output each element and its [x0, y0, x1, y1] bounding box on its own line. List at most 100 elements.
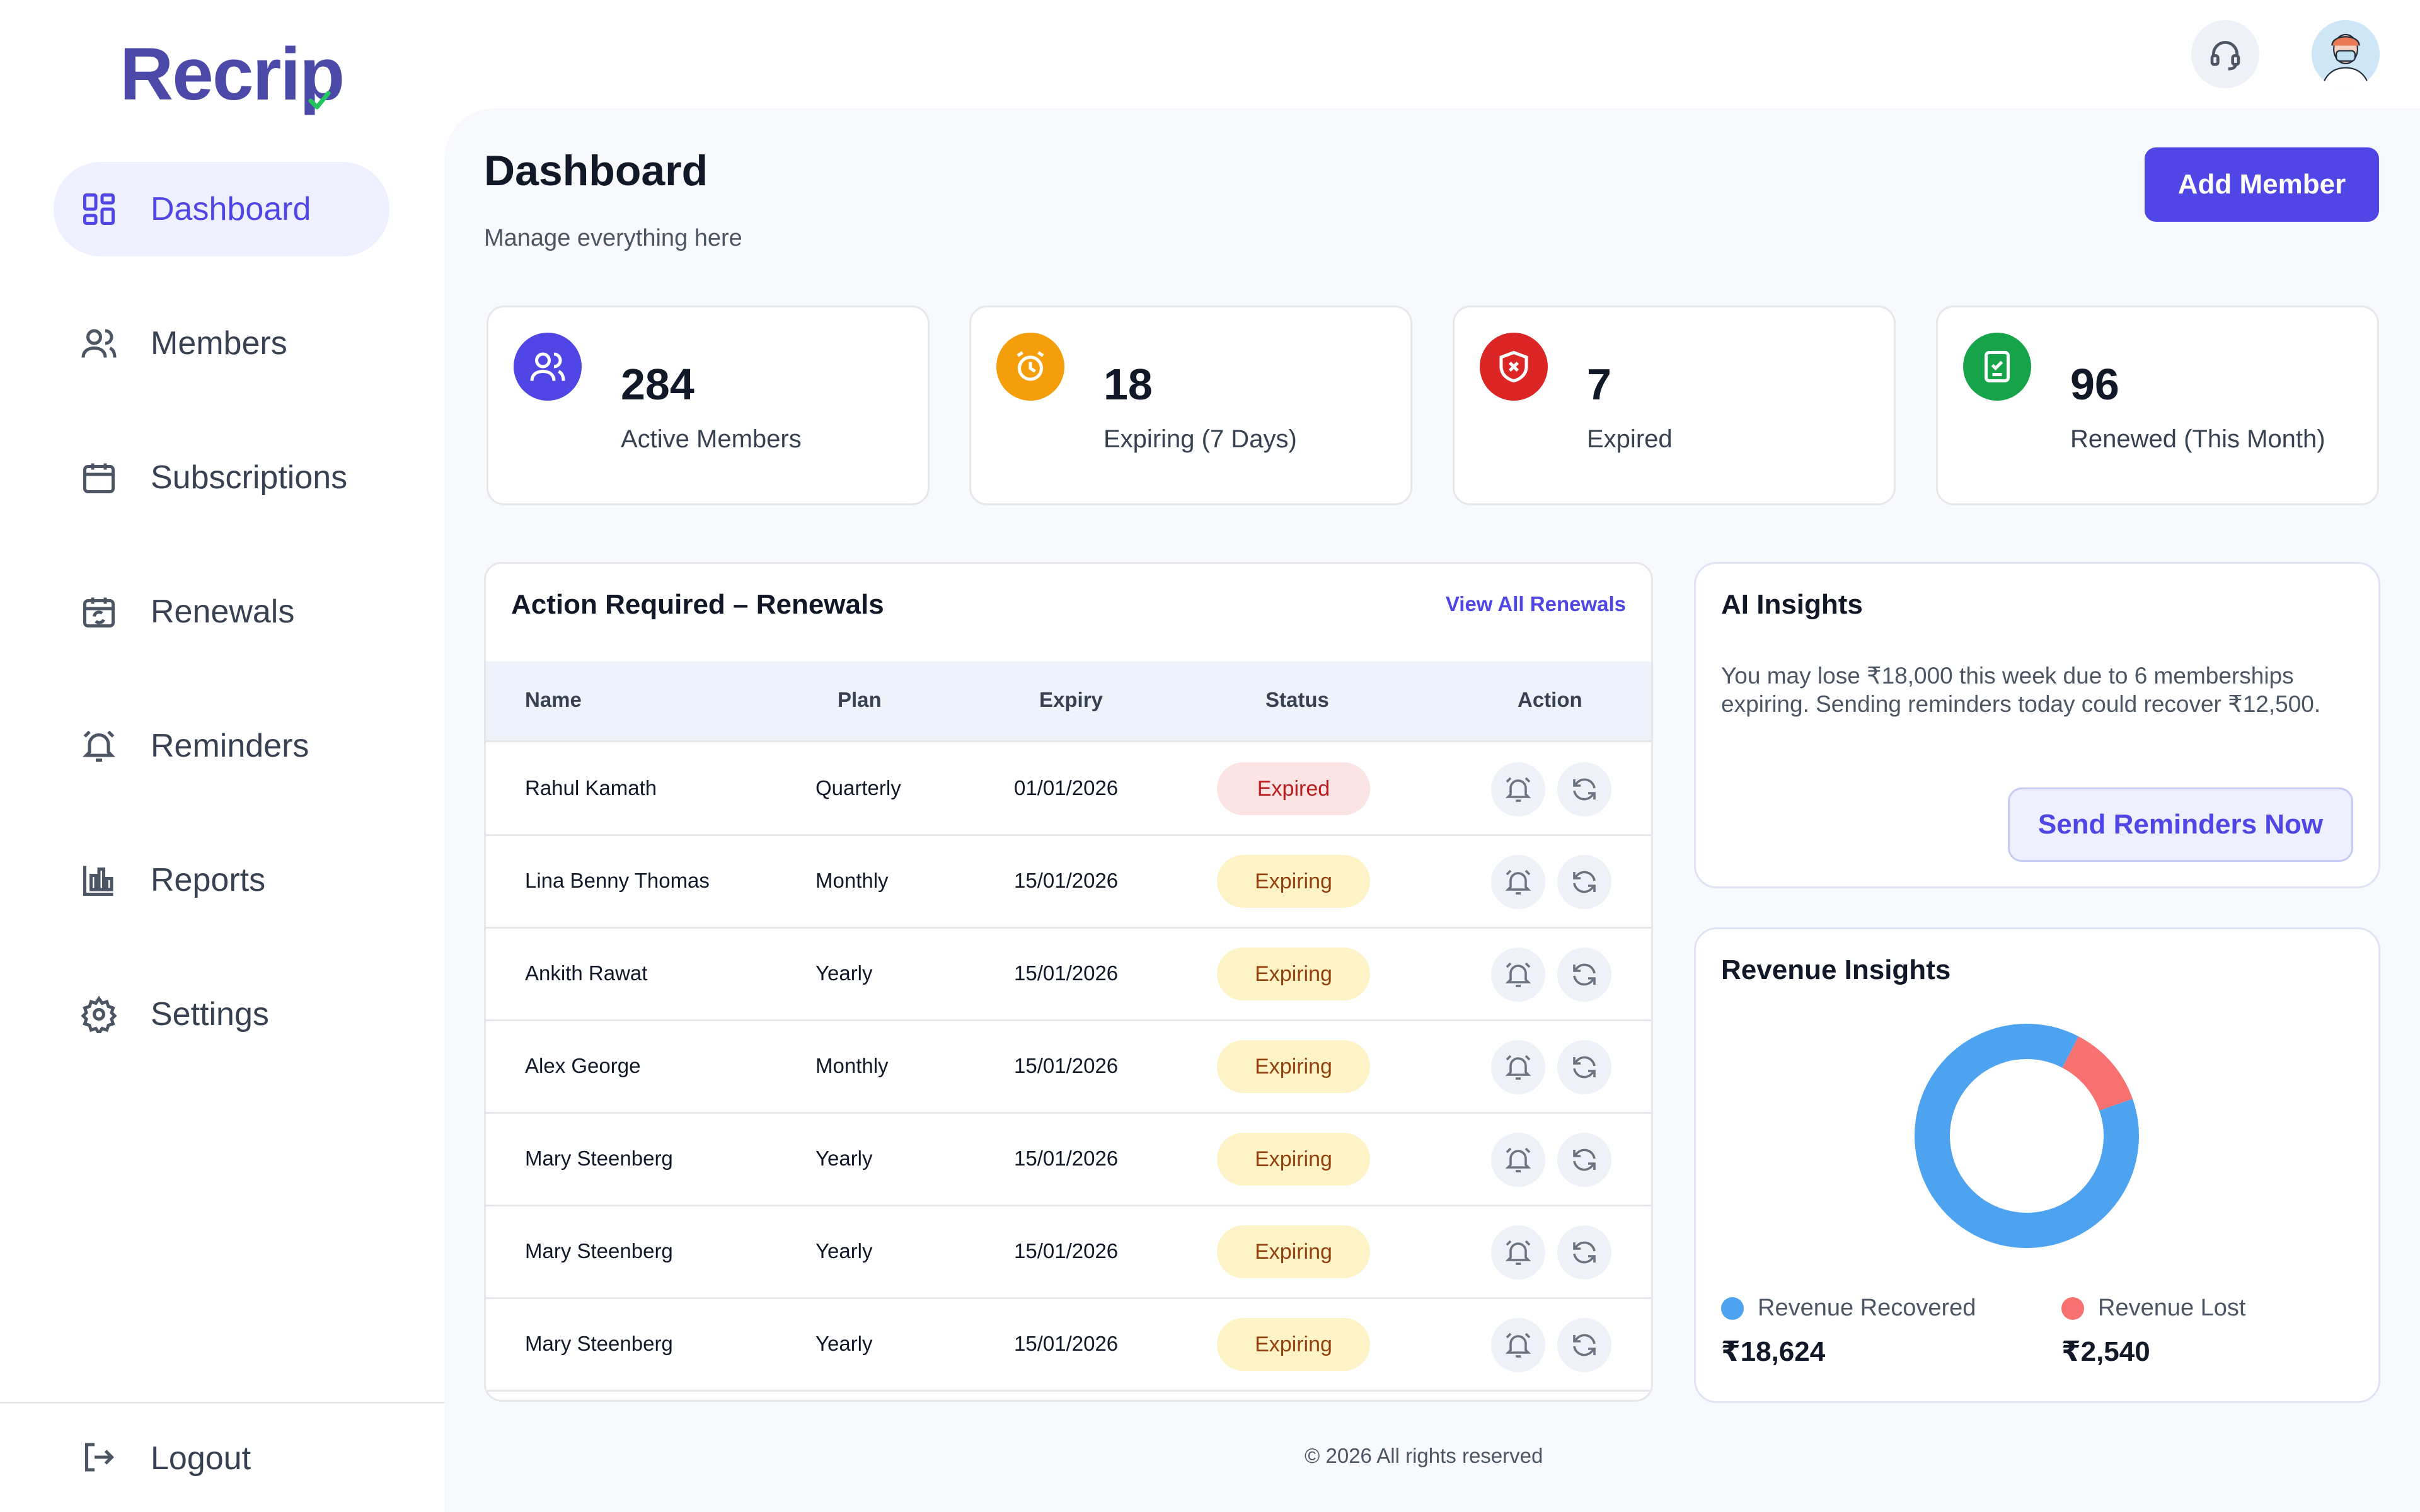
status-badge: Expiring	[1217, 1318, 1370, 1371]
send-reminder-button[interactable]	[1491, 762, 1545, 816]
calendar-icon	[79, 457, 119, 498]
stat-label: Renewed (This Month)	[2070, 425, 2325, 453]
table-row[interactable]: Mary Steenberg Yearly 15/01/2026 Expiring	[486, 1299, 1651, 1392]
refresh-icon	[1569, 959, 1599, 990]
cell-name: Rahul Kamath	[525, 776, 657, 799]
sidebar-item-settings[interactable]: Settings	[54, 967, 389, 1062]
cell-plan: Quarterly	[815, 776, 901, 799]
refresh-icon	[1569, 1052, 1599, 1082]
stat-card-expired[interactable]: 7 Expired	[1453, 306, 1896, 505]
column-header-plan[interactable]: Plan	[838, 688, 882, 711]
sidebar-divider	[0, 1402, 444, 1404]
table-header: Name Plan Expiry Status Action	[486, 662, 1651, 742]
status-badge: Expiring	[1217, 855, 1370, 908]
headset-icon	[2210, 41, 2240, 71]
cell-name: Mary Steenberg	[525, 1239, 673, 1263]
sidebar-item-label: Reminders	[151, 728, 309, 764]
bell-icon	[1503, 1052, 1533, 1082]
refresh-icon	[1569, 867, 1599, 897]
shield-x-icon	[1480, 333, 1548, 401]
send-reminder-button[interactable]	[1491, 948, 1545, 1002]
stat-card-expiring[interactable]: 18 Expiring (7 Days)	[969, 306, 1412, 505]
status-badge: Expired	[1217, 762, 1370, 815]
sidebar-item-subscriptions[interactable]: Subscriptions	[54, 430, 389, 525]
send-reminder-button[interactable]	[1491, 1133, 1545, 1187]
renew-button[interactable]	[1557, 1040, 1611, 1094]
add-member-button[interactable]: Add Member	[2145, 147, 2379, 222]
cell-expiry: 15/01/2026	[1014, 869, 1119, 892]
bell-icon	[1503, 959, 1533, 990]
sidebar-item-renewals[interactable]: Renewals	[54, 564, 389, 659]
main-panel: Dashboard Manage everything here Add Mem…	[444, 108, 2420, 1512]
logout-button[interactable]: Logout	[54, 1411, 251, 1506]
status-badge: Expiring	[1217, 1225, 1370, 1278]
app-logo[interactable]: Recrip	[120, 32, 345, 117]
table-row[interactable]: Ankith Rawat Yearly 15/01/2026 Expiring	[486, 929, 1651, 1021]
renew-button[interactable]	[1557, 762, 1611, 816]
revenue-donut-chart	[1915, 1024, 2139, 1248]
column-header-action[interactable]: Action	[1518, 688, 1582, 711]
calendar-refresh-icon	[79, 592, 119, 632]
table-row[interactable]: Rahul Kamath Quarterly 01/01/2026 Expired	[486, 743, 1651, 836]
send-reminder-button[interactable]	[1491, 855, 1545, 909]
sidebar-item-members[interactable]: Members	[54, 296, 389, 391]
refresh-icon	[1569, 774, 1599, 805]
stat-value: 7	[1587, 360, 1611, 409]
send-reminder-button[interactable]	[1491, 1040, 1545, 1094]
column-header-name[interactable]: Name	[525, 688, 582, 711]
send-reminder-button[interactable]	[1491, 1225, 1545, 1280]
grid-icon	[79, 189, 119, 229]
cell-plan: Monthly	[815, 869, 889, 892]
column-header-expiry[interactable]: Expiry	[1039, 688, 1103, 711]
sidebar-item-reports[interactable]: Reports	[54, 833, 389, 927]
renew-button[interactable]	[1557, 948, 1611, 1002]
refresh-icon	[1569, 1145, 1599, 1175]
sidebar-item-dashboard[interactable]: Dashboard	[54, 162, 389, 256]
cell-plan: Yearly	[815, 1332, 873, 1355]
logo-text: Recrip	[120, 33, 345, 116]
revenue-insights-card: Revenue Insights Revenue Recovered ₹18,6…	[1694, 927, 2380, 1403]
renew-button[interactable]	[1557, 1318, 1611, 1372]
ai-insights-text: You may lose ₹18,000 this week due to 6 …	[1721, 663, 2321, 717]
send-reminders-button[interactable]: Send Reminders Now	[2008, 788, 2353, 862]
status-badge: Expiring	[1217, 1133, 1370, 1186]
bar-chart-icon	[79, 860, 119, 900]
cell-name: Mary Steenberg	[525, 1147, 673, 1170]
revenue-lost-value: ₹2,540	[2061, 1336, 2150, 1367]
users-icon	[79, 323, 119, 364]
table-row[interactable]: Alex George Monthly 15/01/2026 Expiring	[486, 1021, 1651, 1114]
avatar[interactable]	[2312, 20, 2380, 88]
table-row[interactable]: Mary Steenberg Yearly 15/01/2026 Expiring	[486, 1206, 1651, 1299]
revenue-insights-title: Revenue Insights	[1721, 954, 1951, 985]
cell-plan: Yearly	[815, 1147, 873, 1170]
bell-icon	[1503, 1237, 1533, 1268]
sidebar-item-label: Settings	[151, 996, 269, 1033]
renew-button[interactable]	[1557, 855, 1611, 909]
legend-dot-lost	[2061, 1297, 2084, 1320]
gear-icon	[79, 994, 119, 1034]
table-row[interactable]: Lina Benny Thomas Monthly 15/01/2026 Expiri…	[486, 836, 1651, 929]
ai-insights-card: AI Insights You may lose ₹18,000 this we…	[1694, 562, 2380, 888]
stat-card-active-members[interactable]: 284 Active Members	[487, 306, 930, 505]
renew-button[interactable]	[1557, 1133, 1611, 1187]
stat-value: 284	[621, 360, 694, 409]
alarm-clock-icon	[996, 333, 1064, 401]
support-button[interactable]	[2191, 20, 2259, 88]
cell-plan: Yearly	[815, 1239, 873, 1263]
sidebar-item-label: Members	[151, 325, 287, 362]
renew-button[interactable]	[1557, 1225, 1611, 1280]
sidebar-item-reminders[interactable]: Reminders	[54, 699, 389, 793]
table-row[interactable]: Mary Steenberg Yearly 15/01/2026 Expiring	[486, 1114, 1651, 1206]
view-all-renewals-link[interactable]: View All Renewals	[1445, 592, 1626, 616]
page-title: Dashboard	[484, 147, 708, 195]
sidebar: Recrip Dashboard Members Subscriptions R…	[0, 0, 444, 1512]
legend-lost: Revenue Lost	[2061, 1295, 2246, 1322]
column-header-status[interactable]: Status	[1265, 688, 1329, 711]
bell-icon	[1503, 867, 1533, 897]
users-icon	[514, 333, 582, 401]
refresh-icon	[1569, 1330, 1599, 1360]
stat-card-renewed[interactable]: 96 Renewed (This Month)	[1936, 306, 2379, 505]
cell-plan: Yearly	[815, 961, 873, 985]
send-reminder-button[interactable]	[1491, 1318, 1545, 1372]
logout-label: Logout	[151, 1440, 251, 1477]
